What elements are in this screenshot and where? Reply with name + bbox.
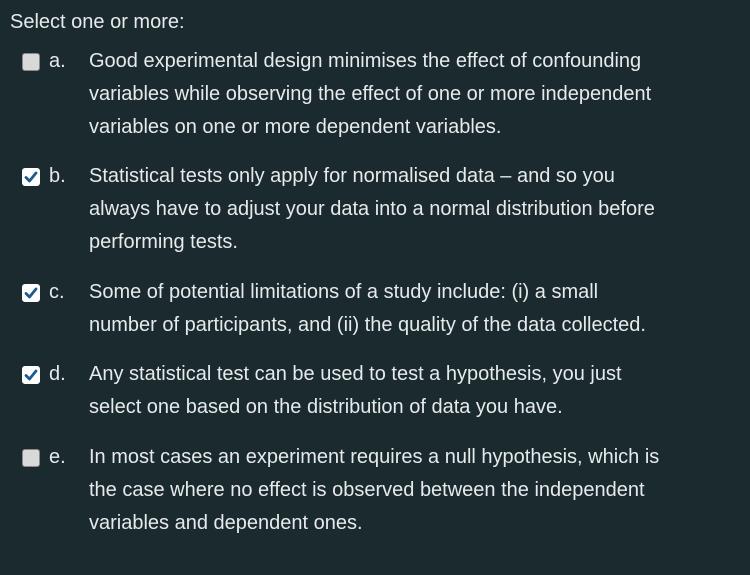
option-letter-c: c. [49,281,65,303]
option-letter-e: e. [49,446,66,468]
option-text-line: In most cases an experiment requires a n… [89,446,660,468]
checkbox-e[interactable] [22,449,40,467]
option-text-line: Some of potential limitations of a study… [89,281,599,303]
option-text-e: In most cases an experiment requires a n… [89,441,729,540]
option-text-b: Statistical tests only apply for normali… [89,160,729,259]
option-text-line: Good experimental design minimises the e… [89,50,642,72]
option-text-c: Some of potential limitations of a study… [89,276,729,342]
checkmark-icon [24,369,38,381]
option-text-line: number of participants, and (ii) the qua… [89,314,646,336]
option-text-line: variables while observing the effect of … [89,83,652,105]
option-letter-d: d. [49,363,66,385]
checkbox-c[interactable] [22,284,40,302]
option-text-d: Any statistical test can be used to test… [89,358,729,424]
checkmark-icon [24,287,38,299]
checkbox-a[interactable] [22,53,40,71]
option-text-line: variables and dependent ones. [89,512,363,534]
option-letter-b: b. [49,165,66,187]
option-text-line: Any statistical test can be used to test… [89,363,622,385]
option-text-line: performing tests. [89,231,238,253]
option-text-line: always have to adjust your data into a n… [89,198,655,220]
option-text-line: Statistical tests only apply for normali… [89,165,615,187]
checkmark-icon [24,171,38,183]
checkbox-b[interactable] [22,168,40,186]
option-text-line: the case where no effect is observed bet… [89,479,645,501]
option-text-a: Good experimental design minimises the e… [89,45,729,144]
option-text-line: variables on one or more dependent varia… [89,116,502,138]
question-prompt: Select one or more: [10,11,185,33]
option-letter-a: a. [49,50,66,72]
option-text-line: select one based on the distribution of … [89,396,563,418]
checkbox-d[interactable] [22,366,40,384]
